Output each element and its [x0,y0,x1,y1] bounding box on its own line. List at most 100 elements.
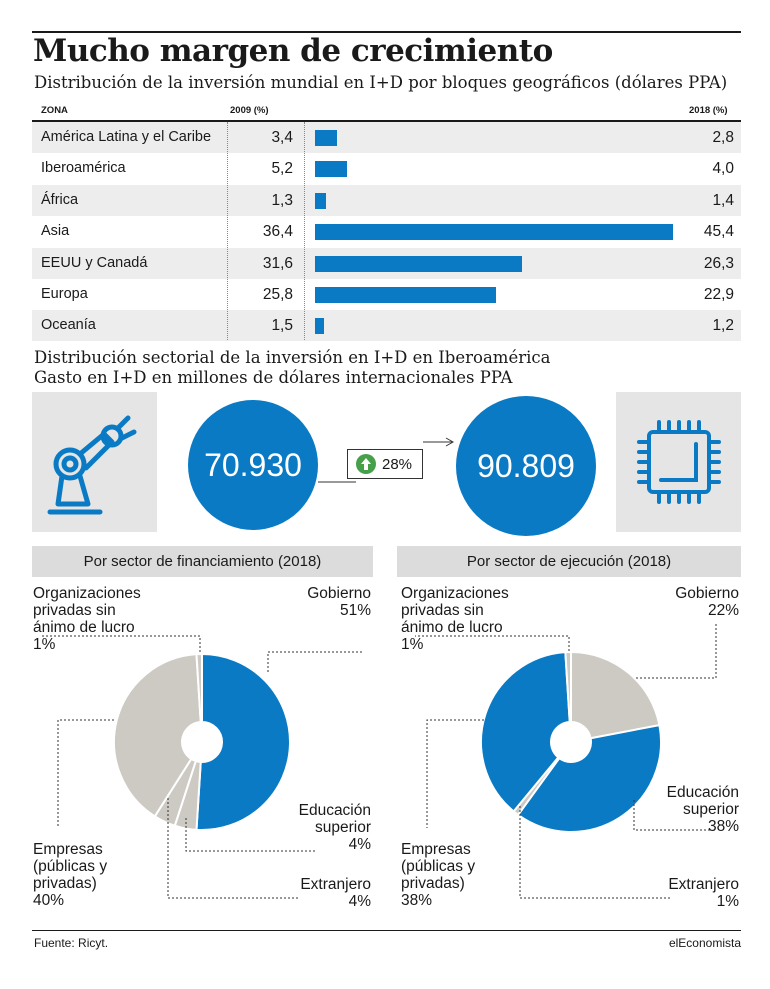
left-label-emp-line1: Empresas [33,841,103,858]
table-row: África 1,3 1,4 [32,184,741,216]
value-2009: 25,8 [262,286,293,303]
leader-right-edu [633,800,710,831]
left-label-ext-pct: 4% [348,893,371,910]
table-row: Oceanía 1,5 1,2 [32,310,741,342]
left-label-org: Organizaciones privadas sin ánimo de luc… [33,585,141,653]
left-label-gob-pct: 51% [339,602,371,619]
left-label-emp: Empresas (públicas y privadas) 40% [33,841,107,909]
financing-section-title: Por sector de financiamiento (2018) [83,553,322,570]
robot-icon-panel [32,392,157,532]
bar-2018 [315,287,496,303]
execution-section-header: Por sector de ejecución (2018) [397,546,741,577]
right-label-emp: Empresas (públicas y privadas) 38% [401,841,475,909]
execution-slice-4 [480,651,571,813]
column-header-2009: 2009 (%) [230,105,269,116]
zone-label: EEUU y Canadá [41,254,148,271]
table-row: Europa 25,8 22,9 [32,279,741,310]
execution-donut [480,650,662,833]
left-label-gob: Gobierno 51% [307,585,371,619]
arrow-up-icon [356,454,376,474]
value-2009: 36,4 [262,223,293,241]
execution-slice-2 [516,723,662,833]
left-label-emp-line2: (públicas y [33,858,108,875]
right-label-emp-line1: Empresas [401,841,471,858]
financing-section-header: Por sector de financiamiento (2018) [32,546,373,577]
right-label-edu-line2: superior [683,801,739,818]
left-label-org-line2: privadas sin [33,602,116,619]
table-row: EEUU y Canadá 31,6 26,3 [32,247,741,279]
right-label-gob: Gobierno 22% [675,585,739,619]
sectorial-subtitle: Distribución sectorial de la inversión e… [34,348,551,367]
leader-left-org [40,635,201,652]
left-label-emp-pct: 40% [33,892,65,909]
right-label-org-line3: ánimo de lucro [401,619,503,636]
chip-icon [637,420,721,504]
robot-arm-icon [47,415,137,515]
left-label-edu-line1: Educación [298,802,371,819]
leader-right-org [415,635,570,651]
execution-slice-5 [564,650,572,724]
page-title: Mucho margen de crecimiento [33,33,553,69]
bottom-rule [32,930,741,931]
value-2009: 1,3 [271,191,293,209]
left-label-edu: Educación superior 4% [299,802,371,853]
left-label-emp-line3: privadas) [33,875,97,892]
financing-donut [113,652,291,831]
financing-slice-5 [195,652,203,724]
leader-right-emp [426,719,484,828]
value-2018: 26,3 [703,254,734,272]
sectorial-unit-subtitle: Gasto en I+D en millones de dólares inte… [34,368,513,387]
leader-right-ext [519,806,670,899]
right-label-org-line2: privadas sin [401,602,484,619]
brand-logo: elEconomista [668,936,741,950]
leader-left-gob [267,651,364,672]
growth-badge: 28% [347,449,423,479]
left-label-org-pct: 1% [33,636,56,653]
value-2018: 2,8 [712,129,734,146]
left-label-org-line1: Organizaciones [33,585,141,602]
table-row: Asia 36,4 45,4 [32,216,741,247]
financing-slice-1 [195,652,291,831]
leader-left-ext [167,798,300,899]
table-row: América Latina y el Caribe 3,4 2,8 [32,122,741,153]
left-label-ext: Extranjero 4% [300,876,371,910]
left-label-ext-name: Extranjero [300,876,371,893]
column-divider-1 [227,122,228,340]
value-2018: 1,2 [712,317,734,335]
value-2009: 1,5 [271,317,293,335]
table-header-rule [32,120,741,122]
right-label-org-line1: Organizaciones [401,585,509,602]
right-label-edu-line1: Educación [666,784,739,801]
investment-2009-circle: 70.930 [188,400,318,530]
financing-slice-4 [113,653,202,818]
zone-label: Europa [41,286,88,302]
investment-before-value: 70.930 [204,446,302,483]
right-label-gob-pct: 22% [707,602,739,619]
right-label-ext-name: Extranjero [668,876,739,893]
right-label-ext: Extranjero 1% [668,876,739,910]
right-label-ext-pct: 1% [716,893,739,910]
growth-connector [318,437,455,483]
column-header-zone: ZONA [41,105,68,116]
value-2009: 3,4 [271,129,293,146]
top-rule [32,31,741,33]
leader-left-emp [57,719,114,828]
right-label-emp-line2: (públicas y [401,858,476,875]
right-label-gob-name: Gobierno [675,585,739,602]
value-2018: 4,0 [712,160,734,178]
left-label-org-line3: ánimo de lucro [33,619,135,636]
right-label-org: Organizaciones privadas sin ánimo de luc… [401,585,509,653]
leader-lines [40,624,717,899]
investment-2018-circle: 90.809 [456,396,596,536]
bar-2018 [315,130,338,146]
bar-2018 [315,161,347,178]
right-label-emp-pct: 38% [401,892,433,909]
growth-value: 28% [382,455,413,473]
left-label-gob-name: Gobierno [307,585,371,602]
right-label-emp-line3: privadas) [401,875,465,892]
column-header-2018: 2018 (%) [689,105,728,116]
bar-2018 [315,224,673,241]
table-subtitle: Distribución de la inversión mundial en … [34,73,728,92]
execution-section-title: Por sector de ejecución (2018) [466,553,672,570]
zone-label: América Latina y el Caribe [41,129,212,145]
